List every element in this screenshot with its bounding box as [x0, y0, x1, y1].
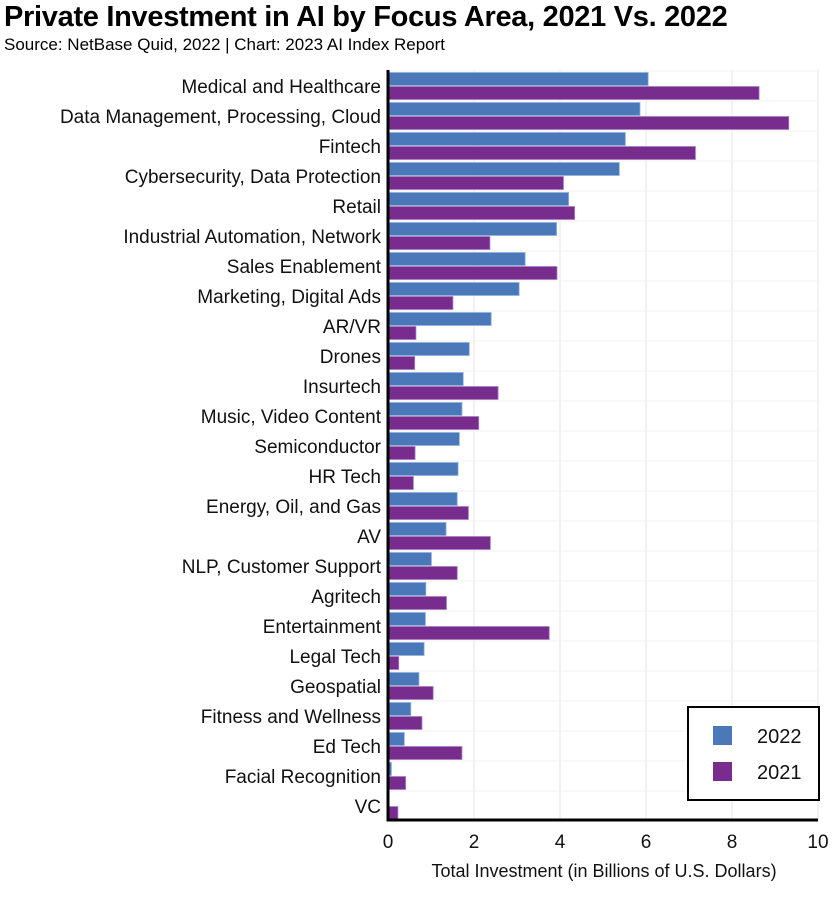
- bar-2021: Data Management, Processing, Cloud (2021…: [387, 116, 790, 130]
- bar-2022: Cybersecurity, Data Protection (2022): 5…: [387, 162, 620, 176]
- legend-swatch-2022: [713, 726, 732, 745]
- category-label: Insurtech: [303, 377, 381, 398]
- chart-title: Private Investment in AI by Focus Area, …: [4, 1, 728, 33]
- bar-2022: Data Management, Processing, Cloud (2022…: [387, 102, 641, 116]
- category-label: Legal Tech: [289, 647, 381, 668]
- category-label: Retail: [332, 197, 381, 218]
- category-label: Facial Recognition: [225, 767, 381, 788]
- bar-2022: Sales Enablement (2022): 3.19: [387, 252, 526, 266]
- bar-2022: NLP, Customer Support (2022): 1.01: [387, 552, 432, 566]
- bar-2022: Drones (2022): 1.89: [387, 342, 470, 356]
- chart-subtitle: Source: NetBase Quid, 2022 | Chart: 2023…: [4, 35, 446, 54]
- x-tick-label: 0: [383, 832, 394, 853]
- x-tick-label: 2: [469, 832, 480, 853]
- category-label: AV: [357, 527, 381, 548]
- bar-2021: Energy, Oil, and Gas (2021): 1.87: [387, 506, 469, 520]
- category-labels: Medical and Healthcare Data Management, P…: [60, 77, 382, 818]
- legend: 2022 2021: [687, 706, 820, 801]
- x-tick-label: 6: [641, 832, 652, 853]
- bar-2021: Medical and Healthcare (2021): 8.63: [387, 86, 760, 100]
- bar-2022: Geospatial (2022): 0.72: [387, 672, 420, 686]
- category-label: Fitness and Wellness: [201, 707, 381, 728]
- bar-2022: Legal Tech (2022): 0.84: [387, 642, 425, 656]
- legend-swatch-2021: [713, 762, 732, 781]
- category-label: Entertainment: [263, 617, 382, 638]
- legend-box: [687, 706, 820, 801]
- bar-2022: Fitness and Wellness (2022): 0.53: [387, 702, 412, 716]
- bar-2022: Retail (2022): 4.2: [387, 192, 570, 206]
- gridlines: [388, 70, 819, 820]
- bar-2021: Facial Recognition (2021): 0.41: [387, 776, 407, 790]
- bar-2021: Drones (2021): 0.62: [387, 356, 416, 370]
- bar-2021: Geospatial (2021): 1.05: [387, 686, 434, 700]
- bar-2021: Entertainment (2021): 3.75: [387, 626, 550, 640]
- category-label: Cybersecurity, Data Protection: [125, 167, 381, 188]
- bar-2022: Semiconductor (2022): 1.66: [387, 432, 460, 446]
- bar-2021: AV (2021): 2.38: [387, 536, 491, 550]
- bar-2021: Agritech (2021): 1.36: [387, 596, 447, 610]
- x-axis-title: Total Investment (in Billions of U.S. Do…: [431, 861, 776, 881]
- category-label: Drones: [320, 347, 381, 368]
- bar-2022: Ed Tech (2022): 0.38: [387, 732, 405, 746]
- bar-2022: Entertainment (2022): 0.87: [387, 612, 426, 626]
- category-label: Industrial Automation, Network: [123, 227, 381, 248]
- x-tick-label: 4: [555, 832, 566, 853]
- bar-2021: HR Tech (2021): 0.59: [387, 476, 414, 490]
- bar-2021: Retail (2021): 4.34: [387, 206, 576, 220]
- bar-2021: AR/VR (2021): 0.65: [387, 326, 417, 340]
- bar-2022: Medical and Healthcare (2022): 6.05: [387, 72, 649, 86]
- bar-2021: Fintech (2021): 7.15: [387, 146, 696, 160]
- category-label: Ed Tech: [313, 737, 381, 758]
- x-tick-label: 8: [727, 832, 738, 853]
- bar-2022: Energy, Oil, and Gas (2022): 1.61: [387, 492, 458, 506]
- bar-2022: HR Tech (2022): 1.63: [387, 462, 459, 476]
- bar-2021: Semiconductor (2021): 0.63: [387, 446, 416, 460]
- category-label: Marketing, Digital Ads: [197, 287, 381, 308]
- bar-2022: Music, Video Content (2022): 1.72: [387, 402, 463, 416]
- category-label: Medical and Healthcare: [181, 77, 381, 98]
- x-tick-labels: 0 2 4 6 8 10: [383, 832, 829, 853]
- category-label: HR Tech: [308, 467, 381, 488]
- legend-label-2022: 2022: [757, 726, 802, 748]
- bar-2022: Insurtech (2022): 1.75: [387, 372, 464, 386]
- bar-2021: Insurtech (2021): 2.56: [387, 386, 499, 400]
- bar-2021: Marketing, Digital Ads (2021): 1.51: [387, 296, 454, 310]
- category-label: Music, Video Content: [201, 407, 382, 428]
- bar-2022: Marketing, Digital Ads (2022): 3.05: [387, 282, 520, 296]
- category-label: Sales Enablement: [227, 257, 382, 278]
- bar-2021: Fitness and Wellness (2021): 0.79: [387, 716, 423, 730]
- bars: Medical and Healthcare (2022): 6.05Medic…: [387, 72, 790, 820]
- bar-2021: Cybersecurity, Data Protection (2021): 4…: [387, 176, 564, 190]
- category-label: Data Management, Processing, Cloud: [60, 107, 381, 128]
- bar-2021: Legal Tech (2021): 0.25: [387, 656, 400, 670]
- bar-2022: Fintech (2022): 5.52: [387, 132, 626, 146]
- bar-2022: Agritech (2022): 0.88: [387, 582, 427, 596]
- category-label: Fintech: [319, 137, 381, 158]
- category-label: Agritech: [311, 587, 381, 608]
- bar-2021: Sales Enablement (2021): 3.93: [387, 266, 558, 280]
- category-label: NLP, Customer Support: [182, 557, 382, 578]
- category-label: Geospatial: [290, 677, 381, 698]
- category-label: VC: [355, 797, 381, 818]
- bar-2022: AV (2022): 1.35: [387, 522, 447, 536]
- legend-label-2021: 2021: [757, 762, 802, 784]
- bar-2022: AR/VR (2022): 2.4: [387, 312, 492, 326]
- bar-2021: Music, Video Content (2021): 2.11: [387, 416, 480, 430]
- bar-2022: Industrial Automation, Network (2022): 3…: [387, 222, 557, 236]
- category-label: AR/VR: [323, 317, 381, 338]
- bar-2021: Ed Tech (2021): 1.72: [387, 746, 463, 760]
- category-label: Energy, Oil, and Gas: [206, 497, 381, 518]
- axes: [386, 70, 818, 822]
- x-tick-label: 10: [807, 832, 828, 853]
- bar-2021: NLP, Customer Support (2021): 1.61: [387, 566, 458, 580]
- bar-2021: Industrial Automation, Network (2021): 2…: [387, 236, 491, 250]
- category-label: Semiconductor: [254, 437, 381, 458]
